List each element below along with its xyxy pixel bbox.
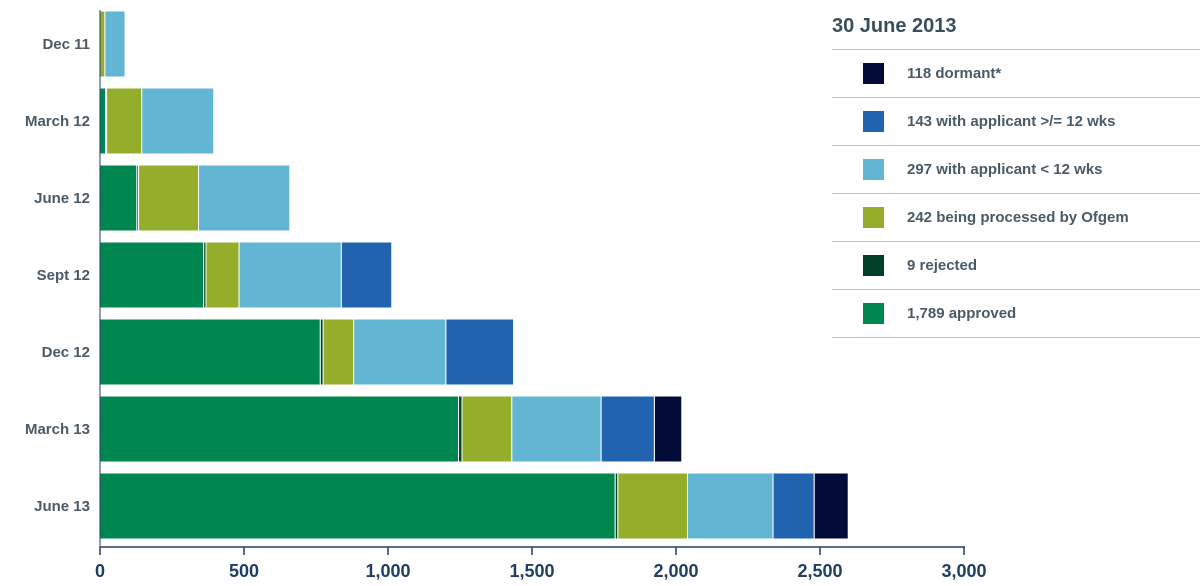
legend-item: 1,789 approved bbox=[832, 290, 1200, 338]
category-label: June 13 bbox=[34, 498, 90, 515]
category-label: June 12 bbox=[34, 190, 90, 207]
x-tick-label: 2,000 bbox=[653, 561, 698, 581]
legend-swatch bbox=[863, 207, 884, 228]
x-tick-label: 3,000 bbox=[941, 561, 986, 581]
bar-segment-6-2 bbox=[617, 472, 689, 540]
x-tick-label: 0 bbox=[95, 561, 105, 581]
category-label: Dec 12 bbox=[42, 344, 90, 361]
x-axis: 0 500 1,000 1,500 2,000 2,500 3,000 bbox=[95, 10, 987, 581]
bar-segment-5-2 bbox=[461, 395, 513, 463]
category-label: Sept 12 bbox=[37, 267, 90, 284]
bar-segment-6-4 bbox=[772, 472, 815, 540]
bar-segment-4-4 bbox=[445, 318, 515, 386]
legend-label: 297 with applicant < 12 wks bbox=[907, 161, 1103, 178]
bar-segment-2-0 bbox=[99, 164, 138, 232]
bar-segment-2-3 bbox=[197, 164, 291, 232]
x-tick-label: 1,000 bbox=[365, 561, 410, 581]
bar-segment-0-3 bbox=[104, 10, 126, 78]
bar-segment-6-0 bbox=[99, 472, 616, 540]
bar-segment-0-2 bbox=[99, 10, 106, 78]
legend-label: 118 dormant* bbox=[907, 65, 1002, 82]
x-tick-label: 1,500 bbox=[509, 561, 554, 581]
bar-segment-6-5 bbox=[813, 472, 849, 540]
bar-segment-5-3 bbox=[511, 395, 602, 463]
bar-segment-3-4 bbox=[340, 241, 393, 309]
bar-segment-3-0 bbox=[99, 241, 205, 309]
legend-item: 118 dormant* bbox=[832, 50, 1200, 98]
category-labels: Dec 11 March 12 June 12 Sept 12 Dec 12 March … bbox=[25, 36, 90, 515]
legend-swatch bbox=[863, 159, 884, 180]
legend-swatch bbox=[863, 255, 884, 276]
bar-segment-4-3 bbox=[353, 318, 447, 386]
bar-segment-3-3 bbox=[238, 241, 342, 309]
x-tick-label: 500 bbox=[229, 561, 259, 581]
bar-segment-1-2 bbox=[106, 87, 143, 155]
legend-swatch bbox=[863, 303, 884, 324]
legend-label: 242 being processed by Ofgem bbox=[907, 209, 1129, 226]
bar-segment-5-1 bbox=[458, 395, 463, 463]
legend-item: 297 with applicant < 12 wks bbox=[832, 146, 1200, 194]
bar-segment-1-0 bbox=[99, 87, 107, 155]
bar-segment-6-3 bbox=[687, 472, 774, 540]
category-label: March 13 bbox=[25, 421, 90, 438]
bars bbox=[99, 10, 849, 540]
bar-segment-5-4 bbox=[600, 395, 655, 463]
bar-segment-3-2 bbox=[205, 241, 240, 309]
bar-segment-5-0 bbox=[99, 395, 460, 463]
bar-segment-1-3 bbox=[141, 87, 215, 155]
legend-swatch bbox=[863, 111, 884, 132]
category-label: March 12 bbox=[25, 113, 90, 130]
legend: 30 June 2013 118 dormant* 143 with applic… bbox=[832, 8, 1200, 338]
bar-segment-5-5 bbox=[653, 395, 683, 463]
bar-segment-2-2 bbox=[138, 164, 199, 232]
chart-title: 30 June 2013 bbox=[832, 8, 1200, 50]
legend-label: 143 with applicant >/= 12 wks bbox=[907, 113, 1116, 130]
bar-segment-4-2 bbox=[322, 318, 355, 386]
bar-segment-4-0 bbox=[99, 318, 321, 386]
legend-item: 242 being processed by Ofgem bbox=[832, 194, 1200, 242]
legend-label: 9 rejected bbox=[907, 257, 978, 274]
legend-swatch bbox=[863, 63, 884, 84]
legend-items: 118 dormant* 143 with applicant >/= 12 wk… bbox=[832, 50, 1200, 338]
legend-label: 1,789 approved bbox=[907, 305, 1017, 322]
category-label: Dec 11 bbox=[42, 36, 90, 53]
legend-item: 143 with applicant >/= 12 wks bbox=[832, 98, 1200, 146]
legend-item: 9 rejected bbox=[832, 242, 1200, 290]
x-tick-label: 2,500 bbox=[797, 561, 842, 581]
